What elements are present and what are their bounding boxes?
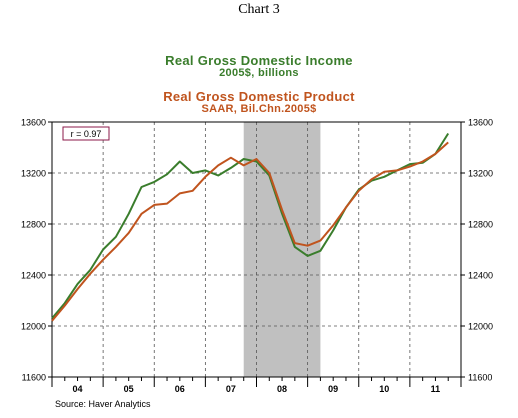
y-tick-label-right: 12000 <box>468 322 493 332</box>
x-tick-label: 07 <box>226 384 236 394</box>
chart-title-product: Real Gross Domestic Product <box>163 89 355 104</box>
y-tick-label-left: 12400 <box>21 271 46 281</box>
x-tick-label: 06 <box>175 384 185 394</box>
y-tick-label-right: 12400 <box>468 271 493 281</box>
y-tick-label-left: 11600 <box>22 373 46 383</box>
plot-frame <box>51 121 462 378</box>
chart-subtitle-income-units: 2005$, billions <box>219 67 299 79</box>
chart-title-income: Real Gross Domestic Income <box>165 53 353 68</box>
chart-number: Chart 3 <box>238 2 280 17</box>
source-note: Source: Haver Analytics <box>55 399 151 409</box>
x-tick-label: 05 <box>124 384 134 394</box>
y-tick-label-right: 13600 <box>468 118 493 128</box>
correlation-label: r = 0.97 <box>71 129 102 139</box>
x-tick-label: 09 <box>328 384 338 394</box>
y-tick-label-left: 13200 <box>21 169 46 179</box>
x-tick-label: 08 <box>277 384 287 394</box>
x-tick-label: 11 <box>431 384 441 394</box>
y-tick-label-right: 11600 <box>468 373 492 383</box>
series-line-product <box>51 141 449 322</box>
y-tick-label-left: 12000 <box>21 322 46 332</box>
correlation-box <box>62 126 110 141</box>
y-tick-label-left: 13600 <box>21 118 46 128</box>
x-tick-label: 10 <box>379 384 389 394</box>
series-line-income <box>51 132 450 320</box>
chart-subtitle-product-units: SAAR, Bil.Chn.2005$ <box>201 103 317 115</box>
x-tick-label: 04 <box>73 384 83 394</box>
y-tick-label-right: 12800 <box>468 220 493 230</box>
y-tick-label-right: 13200 <box>468 169 493 179</box>
y-tick-label-left: 12800 <box>21 220 46 230</box>
